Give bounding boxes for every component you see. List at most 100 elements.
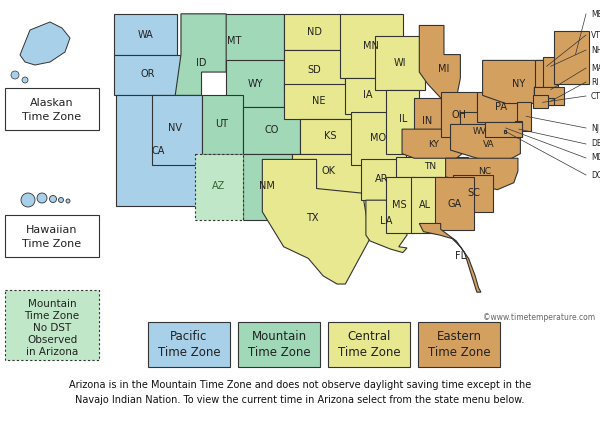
Text: ME: ME	[591, 9, 600, 19]
Polygon shape	[446, 158, 518, 190]
Bar	[415, 98, 442, 144]
Circle shape	[11, 71, 19, 79]
Bar	[442, 92, 477, 137]
Text: WA: WA	[138, 30, 154, 40]
Bar	[411, 177, 440, 233]
Bar	[300, 119, 361, 153]
Text: Navajo Indian Nation. To view the current time in Arizona select from the state : Navajo Indian Nation. To view the curren…	[76, 395, 524, 405]
Bar	[5, 290, 99, 360]
Text: GA: GA	[448, 198, 462, 209]
Text: IL: IL	[398, 113, 407, 124]
Bar	[116, 95, 200, 206]
Text: TN: TN	[424, 162, 436, 171]
Text: Time Zone: Time Zone	[428, 346, 490, 359]
Polygon shape	[175, 14, 226, 95]
Text: No DST: No DST	[33, 323, 71, 333]
Bar	[542, 57, 558, 87]
Polygon shape	[451, 125, 520, 159]
Text: Eastern: Eastern	[437, 329, 482, 343]
Bar	[548, 98, 554, 105]
Polygon shape	[366, 200, 407, 252]
Text: FL: FL	[455, 251, 466, 261]
Text: CO: CO	[264, 125, 278, 135]
Bar	[554, 31, 589, 84]
Text: NJ: NJ	[591, 124, 599, 133]
Bar	[115, 54, 181, 95]
Polygon shape	[419, 26, 460, 99]
Bar	[386, 90, 419, 153]
Bar	[517, 102, 531, 131]
Text: MS: MS	[392, 200, 407, 210]
Text: AR: AR	[375, 174, 388, 184]
Text: UT: UT	[215, 119, 229, 130]
Text: DC: DC	[591, 170, 600, 179]
Text: NM: NM	[259, 181, 275, 191]
Text: WI: WI	[394, 58, 406, 68]
Text: VT: VT	[591, 31, 600, 40]
Text: OH: OH	[451, 110, 466, 120]
Text: DE: DE	[591, 139, 600, 148]
Bar	[375, 36, 425, 90]
Bar	[340, 14, 403, 78]
Text: in Arizona: in Arizona	[26, 347, 78, 357]
Bar	[361, 159, 402, 200]
Text: NH: NH	[591, 45, 600, 54]
Text: ID: ID	[196, 58, 207, 68]
Text: Time Zone: Time Zone	[22, 112, 82, 122]
Bar	[242, 153, 292, 220]
Circle shape	[66, 199, 70, 203]
Text: NY: NY	[512, 79, 526, 89]
Text: VA: VA	[484, 140, 495, 149]
Bar	[535, 87, 564, 105]
Text: Hawaiian: Hawaiian	[26, 225, 78, 235]
Text: MN: MN	[363, 41, 379, 51]
Text: Arizona is in the Mountain Time Zone and does not observe daylight saving time e: Arizona is in the Mountain Time Zone and…	[69, 380, 531, 390]
Bar	[226, 60, 284, 107]
Circle shape	[37, 193, 47, 203]
Bar	[238, 322, 320, 367]
Bar	[284, 14, 344, 50]
Bar	[5, 88, 99, 130]
Circle shape	[22, 77, 28, 83]
Bar	[5, 215, 99, 257]
Text: NE: NE	[312, 96, 326, 106]
Bar	[195, 153, 242, 220]
Bar	[328, 322, 410, 367]
Bar	[113, 14, 177, 54]
Polygon shape	[482, 60, 548, 104]
Text: Time Zone: Time Zone	[25, 311, 80, 321]
Bar	[202, 95, 242, 153]
Bar	[460, 112, 500, 151]
Text: Time Zone: Time Zone	[248, 346, 310, 359]
Text: Time Zone: Time Zone	[158, 346, 220, 359]
Polygon shape	[402, 129, 466, 158]
Bar	[284, 84, 355, 119]
Polygon shape	[262, 159, 370, 284]
Polygon shape	[20, 22, 70, 65]
Text: NV: NV	[168, 123, 182, 133]
Bar	[344, 78, 391, 114]
Text: AZ: AZ	[212, 181, 226, 191]
Text: Time Zone: Time Zone	[22, 239, 82, 249]
Bar	[418, 322, 500, 367]
Text: NC: NC	[479, 167, 491, 176]
Text: MA: MA	[591, 63, 600, 73]
Text: WY: WY	[247, 79, 263, 89]
Bar	[242, 107, 300, 153]
Text: OR: OR	[141, 69, 155, 79]
Text: RI: RI	[591, 77, 599, 87]
Bar	[284, 50, 344, 90]
Bar	[504, 130, 506, 133]
Bar	[351, 112, 406, 165]
Bar	[386, 177, 415, 233]
Text: OK: OK	[322, 166, 336, 176]
Bar	[435, 177, 473, 230]
Circle shape	[21, 193, 35, 207]
Text: IA: IA	[363, 91, 372, 100]
Bar	[152, 95, 202, 165]
Text: CA: CA	[151, 146, 164, 156]
Text: TX: TX	[306, 212, 319, 223]
Bar	[477, 92, 524, 122]
Bar	[535, 60, 551, 87]
Text: KY: KY	[428, 140, 439, 149]
